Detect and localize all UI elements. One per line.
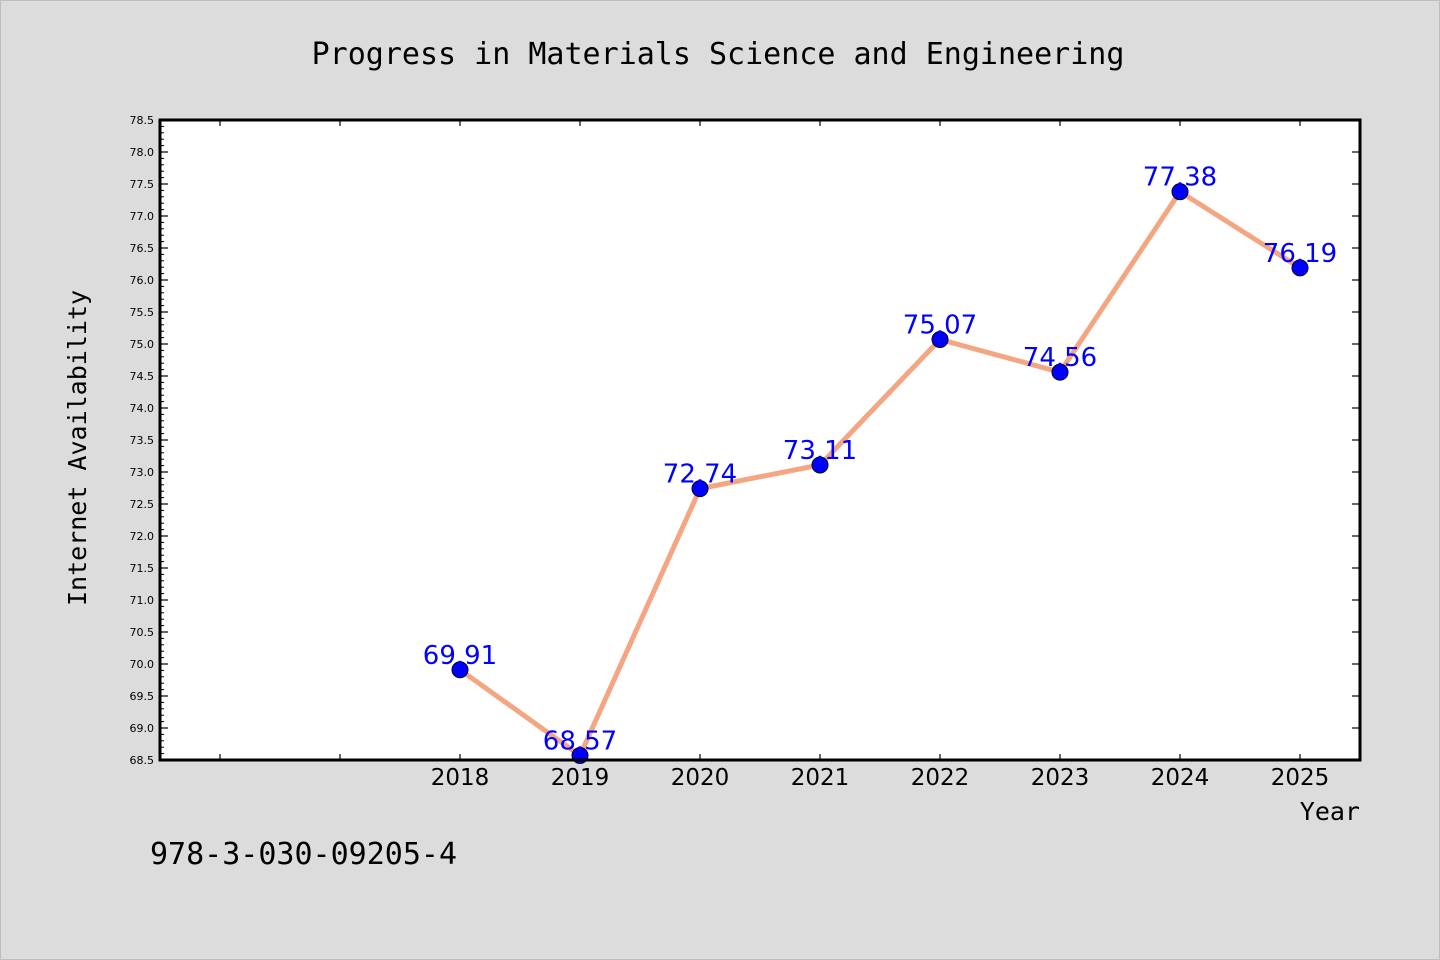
y-tick-label: 77.5: [130, 178, 155, 191]
series-line: [457, 189, 1303, 759]
y-tick-label: 78.0: [130, 146, 155, 159]
y-tick-label: 75.0: [130, 338, 155, 351]
data-point: [811, 456, 829, 474]
plot-frame: [158, 118, 1362, 762]
x-tick-label: 2025: [1271, 765, 1330, 791]
x-tick-label: 2022: [911, 765, 970, 791]
data-point: [931, 331, 949, 349]
data-point: [691, 480, 709, 498]
data-label: 73.11: [783, 436, 857, 466]
x-tick-label: 2019: [551, 765, 610, 791]
x-tick-label: 2018: [431, 765, 490, 791]
y-tick-label: 77.0: [130, 210, 155, 223]
y-axis-label: Internet Availability: [63, 290, 92, 606]
y-tick-label: 75.5: [130, 306, 155, 319]
data-label: 74.56: [1023, 343, 1097, 373]
y-tick-label: 72.5: [130, 498, 155, 511]
chart-title: Progress in Materials Science and Engine…: [312, 37, 1125, 72]
data-point: [1051, 363, 1069, 381]
y-tick-label: 70.0: [130, 658, 155, 671]
isbn-annotation: 978-3-030-09205-4: [150, 837, 457, 872]
y-tick-label: 69.5: [130, 690, 155, 703]
x-axis-ticks: 2018 2019 2020 2021 2022 2023 2024 2025: [219, 120, 1330, 791]
y-axis-ticks: 68.5 69.0 69.5 70.0 70.5 71.0 71.5 72.0 72.5 73.0…: [130, 114, 1360, 767]
x-tick-label: 2020: [671, 765, 730, 791]
data-labels: 69.91 68.57 72.74 73.11 75.07 74.56 77.38 76.19: [423, 163, 1337, 757]
data-point: [1291, 259, 1309, 277]
y-tick-label: 70.5: [130, 626, 155, 639]
y-tick-label: 74.5: [130, 370, 155, 383]
data-label: 72.74: [663, 460, 737, 490]
plot-area: [160, 120, 1360, 760]
x-axis-label: Year: [1300, 797, 1360, 826]
y-tick-label: 71.0: [130, 594, 155, 607]
x-tick-label: 2023: [1031, 765, 1090, 791]
y-tick-label: 72.0: [130, 530, 155, 543]
data-label: 69.91: [423, 641, 497, 671]
y-tick-label: 78.5: [130, 114, 155, 127]
y-tick-label: 76.0: [130, 274, 155, 287]
data-point: [1171, 183, 1189, 201]
data-label: 68.57: [543, 727, 617, 757]
y-tick-label: 71.5: [130, 562, 155, 575]
data-label: 76.19: [1263, 239, 1337, 269]
series-markers: [451, 183, 1309, 765]
y-tick-label: 69.0: [130, 722, 155, 735]
y-tick-label: 73.5: [130, 434, 155, 447]
data-label: 77.38: [1143, 163, 1217, 193]
y-tick-label: 73.0: [130, 466, 155, 479]
data-point: [451, 661, 469, 679]
x-tick-label: 2024: [1151, 765, 1210, 791]
data-label: 75.07: [903, 311, 977, 341]
y-tick-label: 68.5: [130, 754, 155, 767]
x-tick-label: 2021: [791, 765, 850, 791]
y-tick-label: 76.5: [130, 242, 155, 255]
y-tick-label: 74.0: [130, 402, 155, 415]
